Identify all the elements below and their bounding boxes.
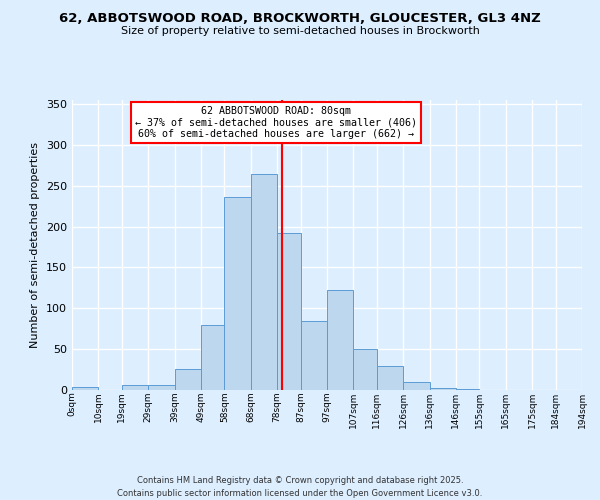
Bar [277, 233, 301, 390]
Bar [403, 382, 430, 390]
Y-axis label: Number of semi-detached properties: Number of semi-detached properties [31, 142, 40, 348]
Bar [430, 388, 456, 390]
Bar [301, 322, 327, 390]
Bar [201, 324, 224, 390]
Bar [377, 366, 403, 390]
Bar [353, 349, 377, 390]
Bar [148, 385, 175, 390]
Bar [122, 385, 148, 390]
Bar [456, 389, 479, 390]
Bar [224, 197, 251, 390]
Text: Size of property relative to semi-detached houses in Brockworth: Size of property relative to semi-detach… [121, 26, 479, 36]
Text: 62, ABBOTSWOOD ROAD, BROCKWORTH, GLOUCESTER, GL3 4NZ: 62, ABBOTSWOOD ROAD, BROCKWORTH, GLOUCES… [59, 12, 541, 26]
Bar [251, 174, 277, 390]
Bar [72, 386, 98, 390]
Bar [327, 290, 353, 390]
Bar [175, 369, 201, 390]
Text: Contains HM Land Registry data © Crown copyright and database right 2025.
Contai: Contains HM Land Registry data © Crown c… [118, 476, 482, 498]
Text: 62 ABBOTSWOOD ROAD: 80sqm
← 37% of semi-detached houses are smaller (406)
60% of: 62 ABBOTSWOOD ROAD: 80sqm ← 37% of semi-… [135, 106, 417, 139]
